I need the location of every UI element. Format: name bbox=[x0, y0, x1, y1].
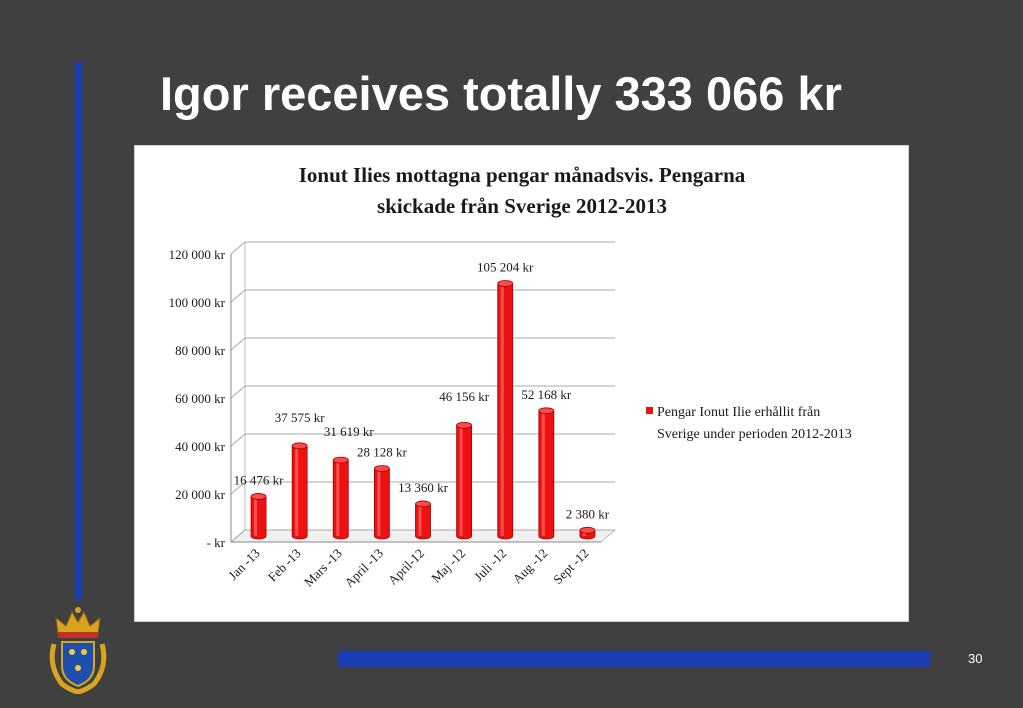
bar bbox=[332, 459, 349, 540]
bar-top bbox=[415, 500, 431, 508]
data-label: 31 619 kr bbox=[324, 424, 375, 439]
bar-top bbox=[373, 465, 390, 472]
legend: Pengar Ionut Ilie erhållit från Sverige … bbox=[646, 405, 852, 442]
bar bbox=[373, 468, 390, 540]
bottom-accent-bar bbox=[338, 651, 930, 667]
x-tick-label: Maj -12 bbox=[428, 546, 468, 586]
bar-highlight bbox=[541, 412, 545, 536]
page-number: 30 bbox=[968, 651, 983, 666]
data-label: 13 360 kr bbox=[398, 480, 449, 495]
bar-top bbox=[538, 407, 555, 415]
bar-highlight bbox=[459, 427, 463, 536]
bar-highlight bbox=[254, 498, 258, 536]
legend-swatch bbox=[646, 407, 653, 414]
bars bbox=[250, 280, 596, 540]
bar-highlight bbox=[295, 447, 299, 536]
y-tick-label: 120 000 kr bbox=[169, 247, 226, 262]
bar bbox=[291, 445, 308, 540]
x-tick-label: Sept -12 bbox=[550, 546, 592, 588]
swedish-police-emblem-icon bbox=[44, 604, 112, 695]
gridline bbox=[230, 289, 615, 303]
chart-title-line1: Ionut Ilies mottagna pengar månadsvis. P… bbox=[299, 163, 746, 187]
bar bbox=[538, 410, 555, 540]
data-label: 46 156 kr bbox=[439, 389, 490, 404]
bar bbox=[250, 496, 267, 540]
data-label: 37 575 kr bbox=[275, 410, 326, 425]
bar-top bbox=[579, 526, 596, 534]
data-label: 52 168 kr bbox=[521, 387, 572, 402]
y-tick-label: 40 000 kr bbox=[175, 439, 226, 454]
gridline bbox=[230, 241, 615, 255]
y-tick-label: 80 000 kr bbox=[175, 343, 226, 358]
gridline bbox=[230, 385, 615, 399]
y-tick-label: 60 000 kr bbox=[175, 391, 226, 406]
x-tick-label: April -13 bbox=[341, 546, 386, 591]
bar-highlight bbox=[336, 462, 340, 536]
left-accent-bar bbox=[75, 62, 82, 600]
x-tick-label: Feb -13 bbox=[265, 546, 304, 585]
bar-highlight bbox=[418, 505, 422, 536]
bar-top bbox=[250, 493, 267, 500]
y-tick-label: 100 000 kr bbox=[169, 295, 226, 310]
bar-top bbox=[291, 442, 308, 450]
y-tick-label: - kr bbox=[207, 535, 226, 550]
bar-top bbox=[332, 456, 349, 464]
gridline bbox=[230, 529, 615, 543]
bar-top bbox=[456, 421, 473, 429]
data-label: 28 128 kr bbox=[357, 444, 408, 459]
bar-top bbox=[497, 280, 514, 287]
bar-highlight bbox=[582, 532, 586, 536]
legend-label-line2: Sverige under perioden 2012-2013 bbox=[657, 427, 852, 442]
chart-title-line2: skickade från Sverige 2012-2013 bbox=[377, 194, 667, 218]
legend-label-line1: Pengar Ionut Ilie erhållit från bbox=[657, 405, 820, 420]
x-tick-label: Juli -12 bbox=[471, 546, 509, 584]
x-tick-label: Aug -12 bbox=[509, 546, 550, 587]
x-tick-label: April-12 bbox=[385, 546, 427, 588]
x-tick-label: Mars -13 bbox=[301, 546, 345, 590]
slide-title: Igor receives totally 333 066 kr bbox=[160, 67, 842, 120]
gridline bbox=[230, 481, 615, 495]
data-label: 2 380 kr bbox=[566, 506, 610, 521]
bar-highlight bbox=[377, 470, 381, 536]
bar bbox=[497, 283, 514, 540]
y-tick-label: 20 000 kr bbox=[175, 487, 226, 502]
chart-panel: Ionut Ilies mottagna pengar månadsvis. P… bbox=[134, 145, 909, 622]
bar-chart: Ionut Ilies mottagna pengar månadsvis. P… bbox=[169, 163, 852, 591]
bar-highlight bbox=[500, 285, 504, 536]
bar bbox=[415, 503, 431, 540]
data-label: 16 476 kr bbox=[234, 472, 284, 487]
gridline bbox=[230, 337, 615, 351]
data-label: 105 204 kr bbox=[477, 260, 534, 275]
gridline bbox=[230, 433, 615, 447]
x-tick-label: Jan -13 bbox=[225, 546, 262, 583]
bar bbox=[456, 424, 473, 540]
